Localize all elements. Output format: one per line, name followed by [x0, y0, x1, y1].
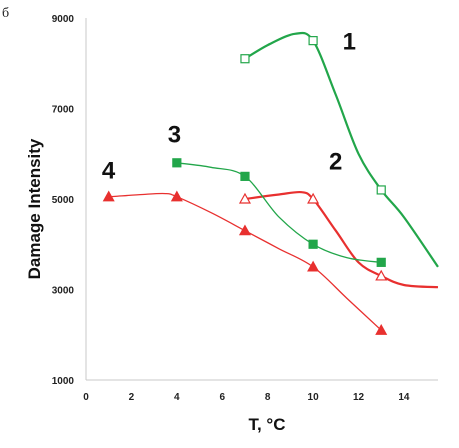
series-4-marker	[307, 260, 320, 272]
x-tick-label: 0	[83, 392, 89, 403]
series-4-marker	[102, 190, 115, 202]
x-tick-label: 8	[265, 392, 271, 403]
curves-group	[108, 31, 439, 331]
curve-label-2: 2	[329, 149, 342, 176]
series-2-marker	[238, 192, 251, 204]
series-2-marker	[307, 192, 320, 204]
curve-label-1: 1	[343, 29, 356, 56]
y-tick-label: 7000	[52, 105, 75, 116]
y-tick-label: 3000	[52, 286, 75, 297]
series-1-marker	[240, 54, 250, 64]
series-2-line	[244, 190, 439, 289]
x-tick-label: 4	[174, 392, 180, 403]
series-3-marker	[308, 239, 318, 249]
markers-group	[102, 36, 388, 335]
x-tick-label: 12	[353, 392, 365, 403]
x-tick-label: 10	[308, 392, 320, 403]
x-tick-label: 2	[129, 392, 135, 403]
y-tick-label: 1000	[52, 376, 75, 387]
series-3-marker	[240, 171, 250, 181]
labels-group: 1 2 3 4	[102, 29, 356, 185]
x-axis-label: T, °C	[248, 415, 285, 434]
x-tick-label: 6	[219, 392, 225, 403]
curve-label-3: 3	[168, 121, 181, 148]
series-4-marker	[375, 323, 388, 335]
series-1-marker	[376, 185, 386, 195]
y-tick-label: 5000	[52, 195, 75, 206]
curve-label-4: 4	[102, 158, 116, 185]
x-tick-label: 14	[398, 392, 410, 403]
series-2-marker	[375, 269, 388, 281]
series-1-marker	[308, 36, 318, 46]
series-4-marker	[170, 190, 183, 202]
series-3-line	[176, 162, 382, 264]
y-axis-label: Damage Intensity	[25, 138, 44, 279]
panel-letter: б	[2, 6, 10, 21]
series-3-marker	[172, 158, 182, 168]
series-4-marker	[238, 224, 251, 236]
series-4-line	[108, 192, 382, 331]
y-tick-label: 9000	[52, 14, 75, 25]
series-3-marker	[376, 257, 386, 267]
series-1-line	[244, 31, 439, 268]
